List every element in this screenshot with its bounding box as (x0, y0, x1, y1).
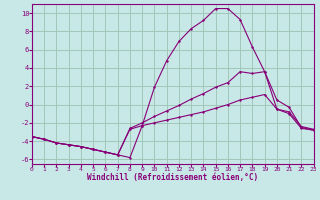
X-axis label: Windchill (Refroidissement éolien,°C): Windchill (Refroidissement éolien,°C) (87, 173, 258, 182)
